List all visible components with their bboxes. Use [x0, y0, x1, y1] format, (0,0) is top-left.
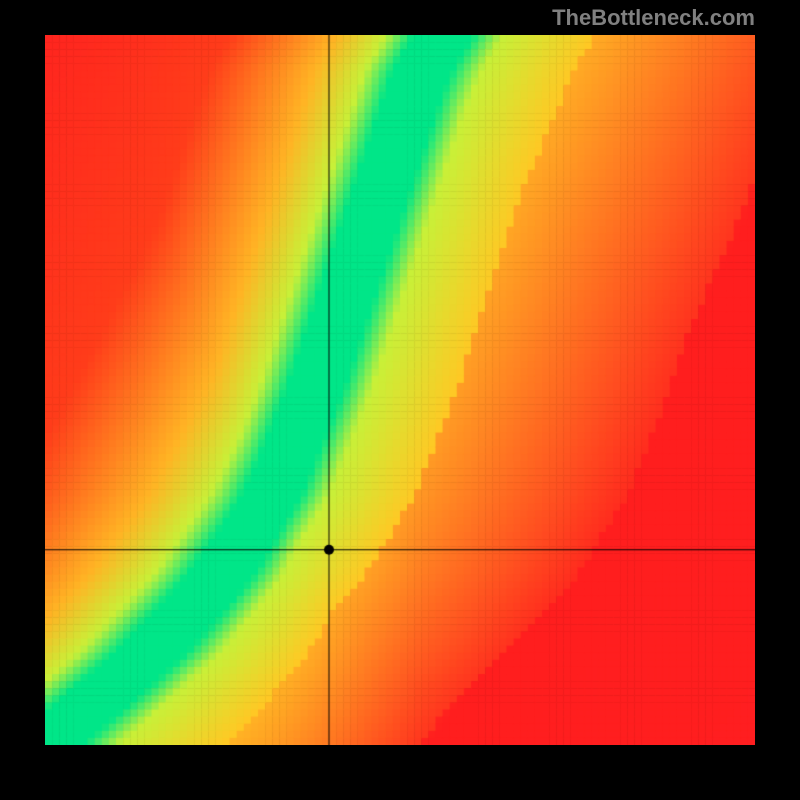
bottleneck-heatmap — [45, 35, 755, 745]
watermark-text: TheBottleneck.com — [552, 5, 755, 31]
chart-container: TheBottleneck.com — [0, 0, 800, 800]
